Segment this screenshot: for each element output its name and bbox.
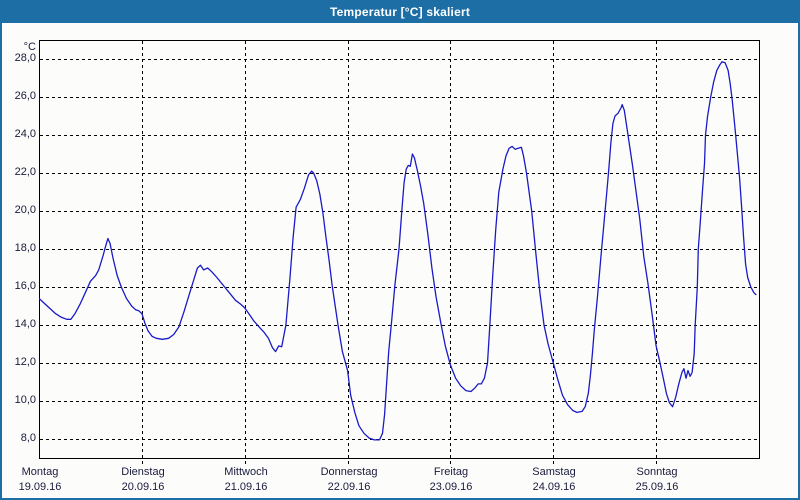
y-axis-tick-label: 14,0: [14, 318, 36, 330]
temperature-series-line: [39, 61, 757, 441]
window-titlebar: Temperatur [°C] skaliert: [0, 0, 800, 23]
x-axis-day-name: Freitag: [433, 466, 469, 478]
y-axis-tick-label: 28,0: [14, 52, 36, 64]
y-axis-tick-label: 20,0: [14, 204, 36, 216]
plot-border: [39, 40, 760, 459]
x-axis-day-date: 23.09.16: [429, 481, 473, 493]
window-title: Temperatur [°C] skaliert: [329, 4, 471, 19]
x-axis-day-name: Montag: [21, 466, 59, 478]
y-axis-tick-label: 10,0: [14, 394, 36, 406]
x-axis-day-date: 19.09.16: [18, 481, 62, 493]
y-axis-tick-label: 26,0: [14, 90, 36, 102]
y-axis-tick-label: 12,0: [14, 356, 36, 368]
x-axis-day-date: 21.09.16: [224, 481, 268, 493]
x-axis-day-name: Dienstag: [121, 466, 165, 478]
y-axis-tick-label: 8,0: [20, 432, 36, 444]
temperature-line-chart: [39, 40, 760, 464]
y-axis-tick-label: 18,0: [14, 242, 36, 254]
y-axis-tick-label: 22,0: [14, 166, 36, 178]
x-axis-day-date: 20.09.16: [121, 481, 165, 493]
y-axis-tick-label: 16,0: [14, 280, 36, 292]
x-axis-day-date: 25.09.16: [635, 481, 679, 493]
x-axis-day-name: Mittwoch: [224, 466, 268, 478]
y-axis-unit-label: °C: [23, 41, 36, 53]
x-axis-day-date: 24.09.16: [532, 481, 576, 493]
x-axis-day-name: Donnerstag: [320, 466, 378, 478]
x-axis-day-date: 22.09.16: [327, 481, 371, 493]
y-axis-tick-label: 24,0: [14, 128, 36, 140]
x-axis-day-name: Sonntag: [636, 466, 678, 478]
x-axis-day-name: Samstag: [532, 466, 576, 478]
